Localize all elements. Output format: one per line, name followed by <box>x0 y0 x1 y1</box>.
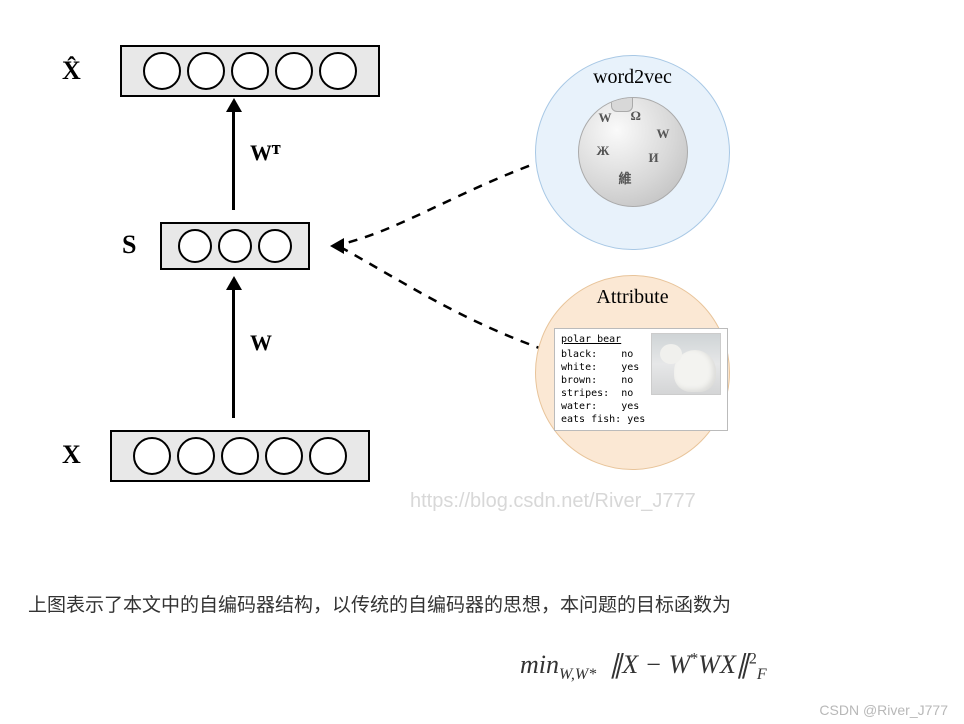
node-circle <box>265 437 303 475</box>
weight-wt: Wᵀ <box>250 140 280 166</box>
arrow-s-to-xhat <box>232 110 235 210</box>
attr-header: polar bear <box>561 333 645 346</box>
panel-attribute: Attribute polar bear black: no white: ye… <box>535 275 730 470</box>
attr-rows: black: no white: yes brown: no stripes: … <box>561 348 645 426</box>
node-circle <box>319 52 357 90</box>
polar-bear-image <box>651 333 721 395</box>
layer-s <box>160 222 310 270</box>
attribution: CSDN @River_J777 <box>819 702 948 718</box>
node-circle <box>177 437 215 475</box>
node-circle <box>231 52 269 90</box>
weight-w: W <box>250 330 272 356</box>
watermark-text: https://blog.csdn.net/River_J777 <box>410 490 696 513</box>
node-circle <box>178 229 212 263</box>
label-x-hat: X̂ <box>62 56 81 86</box>
attribute-card: polar bear black: no white: yes brown: n… <box>554 328 728 431</box>
node-circle <box>218 229 252 263</box>
node-circle <box>258 229 292 263</box>
layer-x-hat <box>120 45 380 97</box>
wikipedia-globe-icon: W Ω W И 維 Ж <box>578 97 688 207</box>
node-circle <box>143 52 181 90</box>
panel-attribute-title: Attribute <box>596 286 668 309</box>
arrowhead-s-to-xhat <box>226 98 242 112</box>
caption: 上图表示了本文中的自编码器结构，以传统的自编码器的思想，本问题的目标函数为 <box>28 590 731 617</box>
arrow-x-to-s <box>232 288 235 418</box>
label-s: S <box>122 230 136 260</box>
panel-word2vec-title: word2vec <box>593 66 672 89</box>
node-circle <box>187 52 225 90</box>
node-circle <box>309 437 347 475</box>
node-circle <box>275 52 313 90</box>
layer-x <box>110 430 370 482</box>
objective-formula: minW,W* ∥X − W*WX∥2F <box>520 650 767 684</box>
arrowhead-into-s <box>330 238 344 254</box>
arrowhead-x-to-s <box>226 276 242 290</box>
panel-word2vec: word2vec W Ω W И 維 Ж <box>535 55 730 250</box>
label-x: X <box>62 440 81 470</box>
node-circle <box>221 437 259 475</box>
autoencoder-diagram: X̂ Wᵀ S W X word2vec W Ω W И 維 Ж Attribu… <box>40 30 920 520</box>
node-circle <box>133 437 171 475</box>
